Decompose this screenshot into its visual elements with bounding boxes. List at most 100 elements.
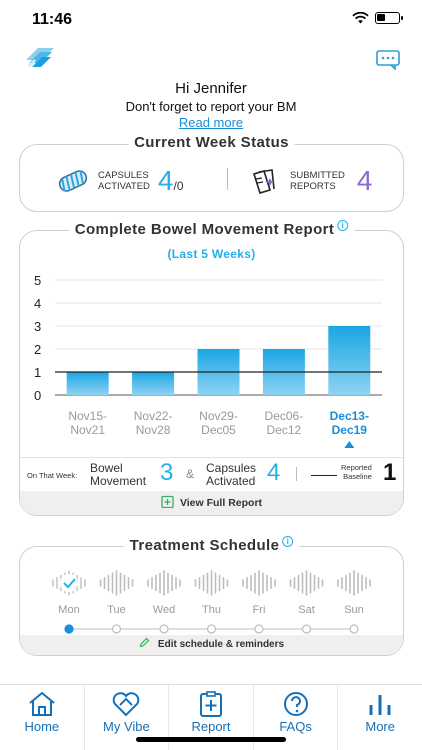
y-tick-label: 4 <box>34 296 41 311</box>
bm-bar-chart: 0 1 2 3 4 5 Nov15-Nov21 Nov22-Nov28 Nov29-Dec05 D… <box>34 273 382 448</box>
schedule-title-wrap: Treatment Schedule i <box>123 536 300 554</box>
schedule-title: Treatment Schedule <box>129 537 280 554</box>
divider <box>296 467 297 481</box>
home-indicator <box>136 737 286 742</box>
baseline-label-2: Baseline <box>343 472 372 481</box>
current-week-title: Current Week Status <box>128 134 295 151</box>
capsules-label-1: CAPSULES <box>98 170 149 181</box>
greeting-title: Hi Jennifer <box>175 80 247 97</box>
cap-value: 4 <box>267 459 281 486</box>
y-tick-label: 5 <box>34 273 41 288</box>
battery-icon <box>375 12 403 24</box>
on-that-week-summary: On That Week: Bowel Movement 3 & Capsule… <box>20 457 403 491</box>
bm-report-card: Complete Bowel Movement Report i (Last 5 … <box>19 220 404 516</box>
day-dot <box>301 624 312 634</box>
tab-faqs[interactable]: FAQs <box>254 685 339 750</box>
tab-report[interactable]: Report <box>169 685 254 750</box>
y-tick-label: 0 <box>34 388 41 403</box>
wifi-icon <box>352 12 369 24</box>
x-tick-label: Dec13- <box>330 409 369 423</box>
greeting: Hi Jennifer Don't forget to report your … <box>0 80 422 132</box>
greeting-message: Don't forget to report your BM <box>125 99 297 114</box>
tab-faqs-label: FAQs <box>279 719 312 734</box>
x-tick-label: Nov29- <box>199 409 238 423</box>
bm-report-title: Complete Bowel Movement Report <box>74 221 335 238</box>
selected-week-marker <box>344 441 355 448</box>
bar <box>132 372 175 395</box>
tab-report-label: Report <box>191 719 231 734</box>
view-full-report-button[interactable]: View Full Report <box>20 491 403 515</box>
x-tick-label: Nov22- <box>134 409 173 423</box>
report-icon <box>161 495 174 509</box>
x-tick-label: Dec12 <box>267 423 302 437</box>
capsules-total: /0 <box>173 179 184 193</box>
home-icon <box>29 691 55 716</box>
chat-icon[interactable] <box>376 50 400 70</box>
bm-report-subtitle: (Last 5 Weeks) <box>167 247 256 261</box>
reports-label-1: SUBMITTED <box>290 170 345 181</box>
day-dot <box>254 624 264 634</box>
schedule-days: Mon Tue Wed Thu Fri Sat Sun <box>52 570 371 634</box>
divider <box>227 168 228 190</box>
tab-home-label: Home <box>24 719 60 734</box>
day-dot <box>349 624 359 634</box>
cap-label-1: Capsules <box>206 461 257 475</box>
bm-value: 3 <box>160 459 174 486</box>
reports-label-2: REPORTS <box>290 181 336 192</box>
on-that-week-label: On That Week: <box>27 471 78 480</box>
day-dot <box>159 624 169 634</box>
status-time: 11:46 <box>32 11 73 28</box>
current-week-card: Current Week Status CAPSULES ACTIVATED 4… <box>19 134 404 212</box>
x-tick-label: Nov28 <box>136 423 171 437</box>
submitted-reports: SUBMITTED REPORTS 4 <box>250 165 372 197</box>
capsule-icon <box>58 170 88 192</box>
info-icon[interactable]: i <box>282 536 294 547</box>
edit-schedule-button[interactable]: Edit schedule & reminders <box>20 635 403 655</box>
day-label: Fri <box>253 604 266 616</box>
view-full-report-label: View Full Report <box>179 497 263 509</box>
read-more-link[interactable]: Read more <box>178 115 244 130</box>
x-tick-label: Nov15- <box>68 409 107 423</box>
capsules-value: 4 <box>157 165 174 196</box>
report-icon <box>199 691 222 717</box>
report-sparkle-icon <box>252 169 275 194</box>
edit-schedule-label: Edit schedule & reminders <box>157 639 285 650</box>
capsules-activated: CAPSULES ACTIVATED 4 /0 <box>56 165 184 197</box>
baseline-label-1: Reported <box>341 463 372 472</box>
day-label: Sat <box>298 604 315 616</box>
tab-more-label: More <box>365 719 395 734</box>
y-tick-label: 1 <box>34 365 41 380</box>
x-tick-label: Dec19 <box>332 423 368 437</box>
baseline-value: 1 <box>383 459 397 486</box>
day-label: Tue <box>107 604 126 616</box>
pencil-icon <box>139 637 150 648</box>
bm-report-title-wrap: Complete Bowel Movement Report i <box>68 220 355 238</box>
check-icon <box>63 578 76 589</box>
day-dot <box>111 624 122 634</box>
question-icon <box>283 692 308 716</box>
more-icon <box>369 695 391 715</box>
done-badge <box>60 574 78 592</box>
day-label: Sun <box>344 604 364 616</box>
y-tick-label: 2 <box>34 342 41 357</box>
day-dot <box>206 624 217 634</box>
status-icons <box>352 12 403 24</box>
day-dot <box>64 624 74 634</box>
x-tick-label: Nov21 <box>70 423 105 437</box>
tab-my-vibe-label: My Vibe <box>103 719 150 734</box>
tab-home[interactable]: Home <box>0 685 85 750</box>
treatment-schedule-card: Treatment Schedule i Mon Tue Wed Thu Fri Sat Su… <box>19 536 404 656</box>
day-label: Mon <box>58 604 79 616</box>
x-tick-label: Dec05 <box>201 423 236 437</box>
x-tick-label: Dec06- <box>265 409 304 423</box>
bar <box>66 372 109 395</box>
y-tick-label: 3 <box>34 319 41 334</box>
tab-my-vibe[interactable]: My Vibe <box>85 685 170 750</box>
day-label: Thu <box>202 604 221 616</box>
reports-value: 4 <box>356 165 373 196</box>
info-icon[interactable]: i <box>337 220 349 231</box>
day-label: Wed <box>153 604 175 616</box>
tab-more[interactable]: More <box>338 685 422 750</box>
baseline-legend-line <box>311 475 337 476</box>
cap-label-2: Activated <box>206 474 256 488</box>
